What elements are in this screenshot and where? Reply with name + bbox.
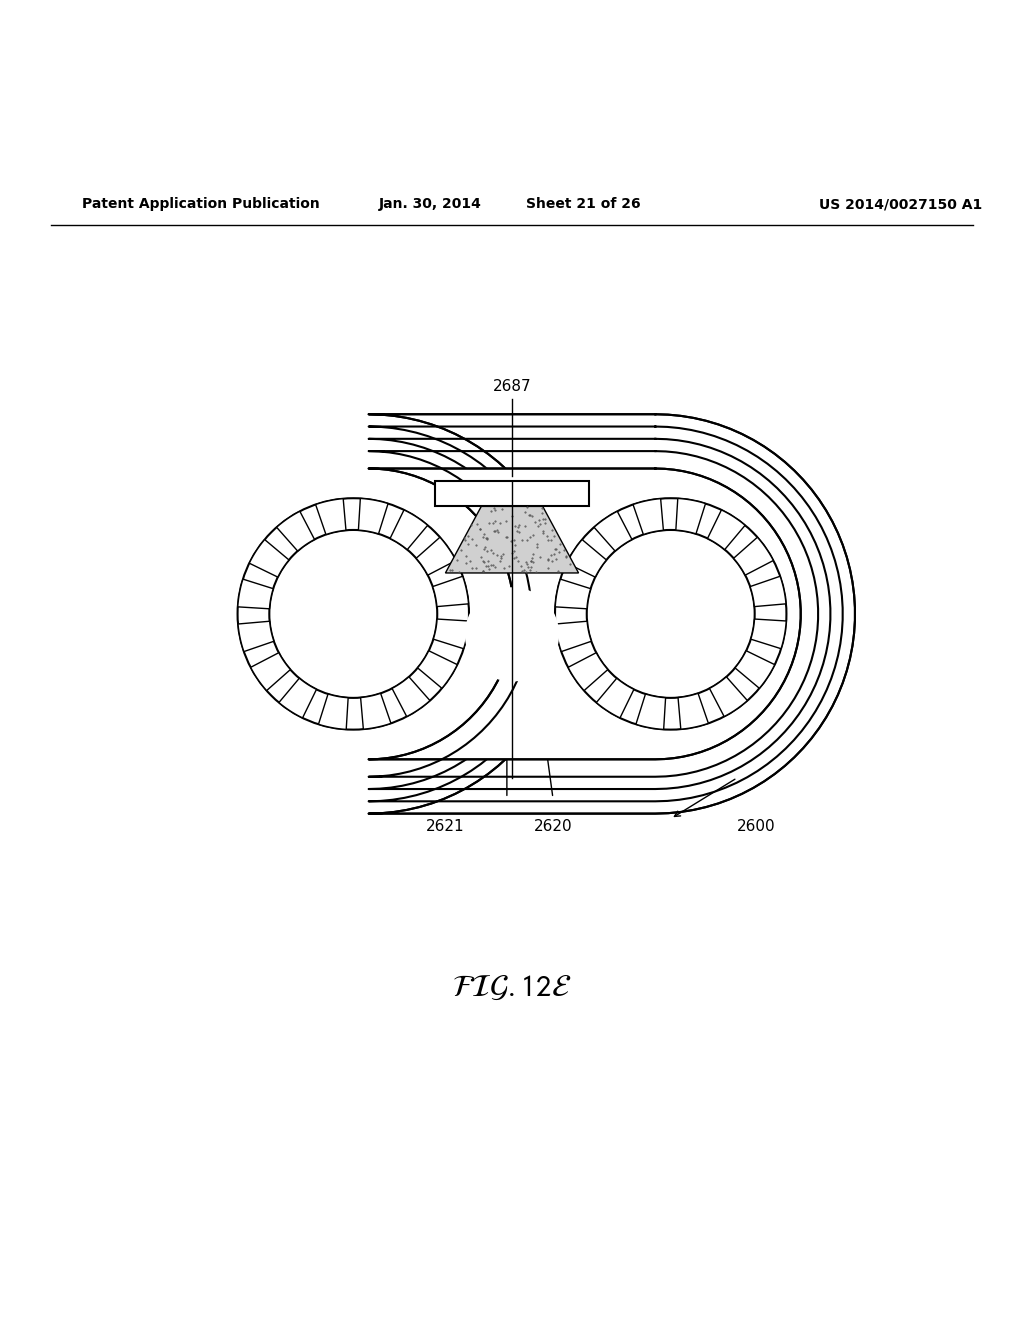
Circle shape: [555, 498, 786, 730]
Polygon shape: [360, 693, 391, 729]
Polygon shape: [433, 619, 469, 648]
Text: 2620: 2620: [534, 818, 572, 834]
Circle shape: [587, 529, 755, 698]
Polygon shape: [251, 652, 291, 690]
Polygon shape: [276, 511, 314, 550]
Polygon shape: [249, 540, 289, 577]
Polygon shape: [568, 652, 608, 690]
Text: 2621: 2621: [426, 818, 465, 834]
Polygon shape: [318, 694, 348, 730]
Polygon shape: [238, 622, 273, 652]
Polygon shape: [735, 651, 775, 688]
Text: Jan. 30, 2014: Jan. 30, 2014: [379, 197, 481, 211]
Polygon shape: [710, 677, 748, 717]
Text: 2687: 2687: [493, 379, 531, 393]
Circle shape: [466, 589, 558, 681]
Polygon shape: [392, 677, 430, 717]
Polygon shape: [636, 694, 666, 730]
Polygon shape: [555, 579, 591, 609]
Polygon shape: [390, 510, 428, 549]
Polygon shape: [596, 678, 634, 718]
Polygon shape: [708, 510, 745, 549]
Bar: [435, 480, 589, 507]
Polygon shape: [751, 577, 786, 607]
Polygon shape: [238, 579, 273, 609]
Polygon shape: [566, 540, 606, 577]
Circle shape: [276, 537, 430, 690]
Polygon shape: [445, 507, 579, 573]
Polygon shape: [555, 622, 591, 652]
Polygon shape: [358, 499, 388, 533]
Polygon shape: [676, 499, 706, 533]
Circle shape: [269, 529, 437, 698]
Circle shape: [238, 498, 469, 730]
Polygon shape: [678, 693, 709, 729]
Polygon shape: [633, 499, 664, 535]
Text: US 2014/0027150 A1: US 2014/0027150 A1: [819, 197, 983, 211]
Polygon shape: [418, 651, 458, 688]
Polygon shape: [369, 414, 855, 813]
Circle shape: [594, 537, 748, 690]
Text: Patent Application Publication: Patent Application Publication: [82, 197, 319, 211]
Text: Sheet 21 of 26: Sheet 21 of 26: [526, 197, 641, 211]
Polygon shape: [751, 619, 786, 648]
Polygon shape: [733, 537, 773, 576]
Polygon shape: [594, 511, 632, 550]
Polygon shape: [416, 537, 456, 576]
Polygon shape: [433, 577, 469, 607]
Polygon shape: [279, 678, 316, 718]
Polygon shape: [315, 499, 346, 535]
Polygon shape: [369, 469, 801, 759]
Text: 2600: 2600: [737, 818, 776, 834]
Text: $\mathcal{FIG. 12E}$: $\mathcal{FIG. 12E}$: [453, 972, 571, 1003]
